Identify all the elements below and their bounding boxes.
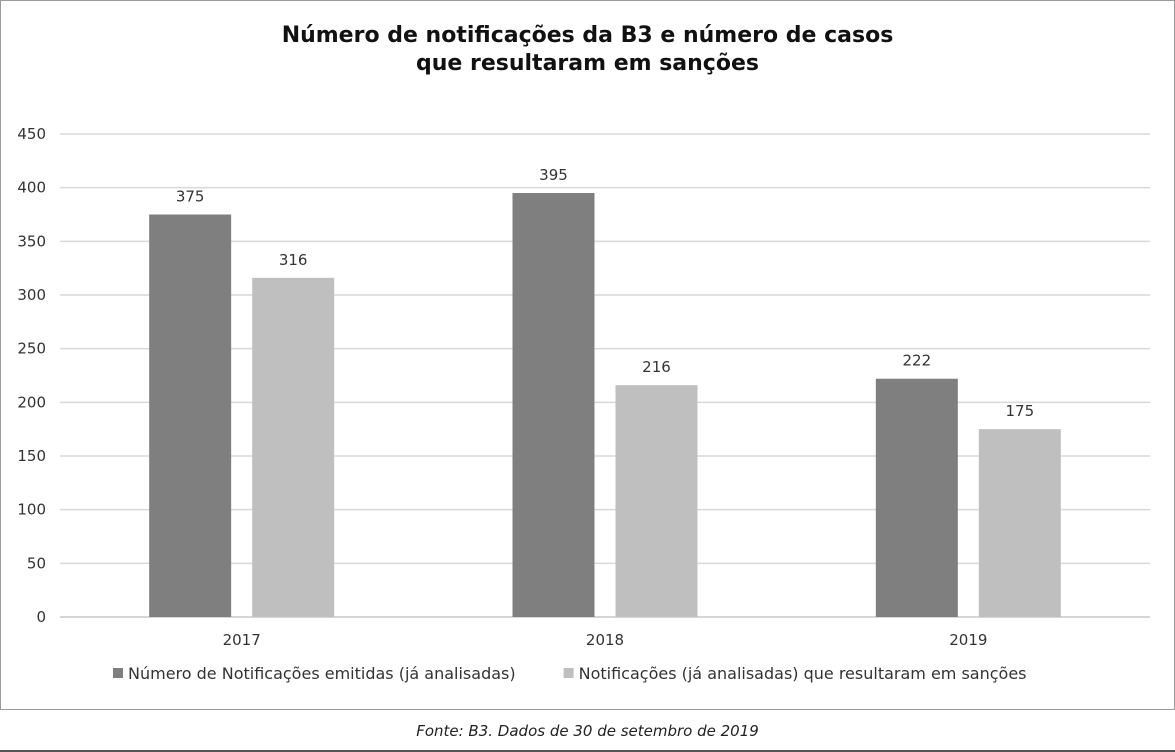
bar [252,277,335,617]
data-label: 222 [903,352,932,370]
y-tick-label: 200 [17,393,46,411]
legend-label: Notificações (já analisadas) que resulta… [579,664,1027,683]
y-tick-label: 250 [17,340,46,358]
bar [149,214,232,617]
legend-swatch [113,668,123,678]
y-tick-label: 100 [17,501,46,519]
data-label: 395 [539,166,568,184]
bar [615,385,698,617]
data-label: 316 [279,251,308,269]
y-tick-label: 0 [36,608,46,626]
source-footnote: Fonte: B3. Dados de 30 de setembro de 20… [416,722,759,740]
data-label: 175 [1006,402,1035,420]
bar [512,193,595,618]
bar-chart: 0 50 100 150 200 250 300 350 400 450 375 316 2017 395… [17,125,1150,683]
bar [978,429,1061,617]
y-tick-label: 300 [17,286,46,304]
y-tick-label: 150 [17,447,46,465]
y-tick-label: 50 [27,554,46,572]
legend-swatch [563,668,574,678]
y-tick-label: 450 [17,125,46,143]
chart-title: Número de notificações da B3 e número de… [0,22,1175,78]
x-tick-label: 2018 [586,631,624,649]
data-label: 375 [176,188,205,206]
x-tick-label: 2017 [223,631,261,649]
bar [875,378,958,617]
legend-label: Número de Notificações emitidas (já anal… [128,664,516,683]
y-tick-label: 350 [17,232,46,250]
chart-title-line-1: Número de notificações da B3 e número de… [281,23,894,48]
data-label: 216 [642,358,671,376]
bottom-border [0,750,1175,752]
chart-title-line-2: que resultaram em sanções [416,51,759,76]
y-tick-label: 400 [17,179,46,197]
x-tick-label: 2019 [949,631,987,649]
